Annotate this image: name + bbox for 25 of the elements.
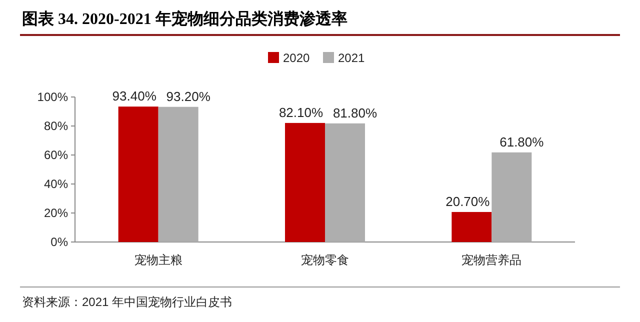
x-tick-label: 宠物主粮 bbox=[134, 253, 182, 267]
y-tick-label: 80% bbox=[44, 119, 68, 133]
y-tick-label: 60% bbox=[44, 148, 68, 162]
y-tick-label: 40% bbox=[44, 177, 68, 191]
y-tick-label: 0% bbox=[50, 235, 68, 249]
data-label: 82.10% bbox=[278, 104, 324, 120]
data-label: 81.80% bbox=[332, 105, 378, 120]
bar bbox=[118, 106, 158, 242]
bar bbox=[452, 212, 492, 242]
text: 资料来源：2021 年中国宠物行业白皮书 bbox=[22, 295, 232, 309]
y-tick-label: 20% bbox=[44, 206, 68, 220]
bar bbox=[492, 152, 532, 242]
data-label: 61.80% bbox=[500, 134, 544, 150]
y-tick-label: 100% bbox=[37, 90, 68, 104]
legend-label: 2021 bbox=[338, 51, 366, 65]
bar bbox=[325, 123, 365, 242]
bar bbox=[285, 122, 325, 242]
bar bbox=[158, 106, 198, 242]
data-label: 93.40% bbox=[112, 88, 157, 104]
chart-title: 图表 34. 2020-2021 年宠物细分品类消费渗透率 bbox=[22, 9, 348, 28]
data-label: 20.70% bbox=[446, 194, 490, 209]
x-tick-label: 宠物营养品 bbox=[462, 253, 522, 267]
legend-label: 2020 bbox=[283, 51, 310, 65]
data-label: 93.20% bbox=[166, 88, 211, 104]
x-tick-label: 宠物零食 bbox=[301, 253, 349, 267]
